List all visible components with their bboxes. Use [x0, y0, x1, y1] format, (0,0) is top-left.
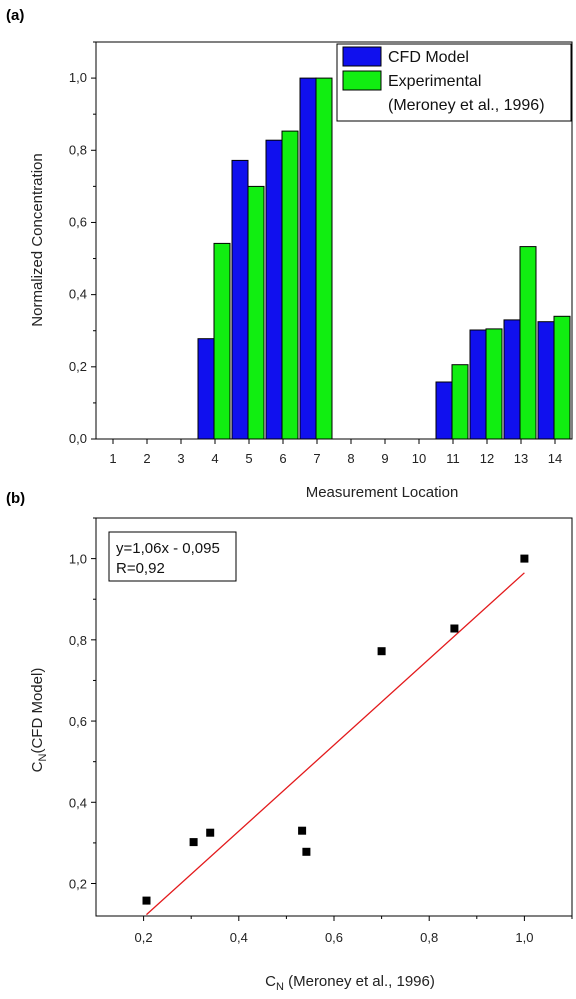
scatter-x-axis: 0,2 0,4 0,6 0,8 1,0	[135, 916, 573, 945]
y-tick-label: 0,6	[69, 714, 87, 729]
fit-line	[146, 572, 525, 916]
bar-chart-panel: (a) 0,00,20,40,60,81,0 1 2 3 4 5 6 7 8 9 10 11 12 13…	[6, 7, 573, 501]
bar-plot-frame	[95, 41, 573, 440]
y-tick-label: 1,0	[69, 70, 87, 85]
bar-exp-5	[247, 185, 265, 440]
bar-cfd-7	[299, 77, 317, 440]
y-tick-label: 0,4	[69, 287, 87, 302]
bar-x-axis-label: Measurement Location	[306, 484, 459, 501]
bar-exp-7	[315, 77, 333, 440]
y-tick-label: 1,0	[69, 552, 87, 567]
bar-exp-4	[213, 242, 231, 440]
x-tick-label: 5	[245, 451, 252, 466]
y-tick-label: 0,6	[69, 214, 87, 229]
x-tick-label: 3	[177, 451, 184, 466]
bar-x-axis: 1 2 3 4 5 6 7 8 9 10 11 12 13 14	[109, 439, 562, 466]
scatter-point	[377, 647, 386, 656]
x-tick-label: 0,6	[325, 930, 343, 945]
x-tick-label: 12	[480, 451, 494, 466]
bar-cfd-12	[469, 329, 487, 440]
bar-exp-14	[553, 315, 571, 440]
x-tick-label: 0,4	[230, 930, 248, 945]
panel-label-a: (a)	[6, 7, 24, 24]
fit-r-value: R=0,92	[116, 560, 165, 577]
x-tick-label: 11	[446, 451, 460, 466]
scatter-chart-panel: (b) 0,2 0,4 0,6 0,8 1,0 0,2 0,4 0,6 0,8 1,0 y=1,…	[6, 490, 573, 993]
bar-series-group	[197, 77, 571, 440]
legend-swatch-experimental	[342, 70, 382, 91]
x-tick-label: 10	[412, 451, 426, 466]
scatter-x-axis-label: CN (Meroney et al., 1996)	[265, 973, 435, 993]
bar-exp-6	[281, 130, 299, 440]
x-tick-label: 14	[548, 451, 562, 466]
y-tick-label: 0,8	[69, 633, 87, 648]
fit-annotation: y=1,06x - 0,095 R=0,92	[108, 531, 237, 582]
bar-cfd-11	[435, 381, 453, 440]
bar-y-axis: 0,0 0,2 0,4 0,6 0,8 1,0	[69, 41, 96, 446]
x-tick-label: 0,2	[135, 930, 153, 945]
x-tick-label: 13	[514, 451, 528, 466]
x-tick-label: 2	[143, 451, 150, 466]
x-tick-label: 0,8	[420, 930, 438, 945]
scatter-point	[206, 828, 215, 837]
bar-exp-11	[451, 364, 469, 440]
scatter-y-axis-label: CN(CFD Model)	[29, 668, 49, 773]
bar-cfd-14	[537, 321, 555, 440]
bar-legend: CFD Model Experimental (Meroney et al., …	[336, 43, 572, 122]
panel-label-b: (b)	[6, 490, 25, 507]
x-tick-label: 6	[279, 451, 286, 466]
bar-cfd-13	[503, 319, 521, 440]
scatter-point	[189, 838, 198, 847]
y-tick-label: 0,4	[69, 795, 87, 810]
y-tick-label: 0,2	[69, 877, 87, 892]
y-tick-label: 0,8	[69, 142, 87, 157]
x-tick-label: 7	[313, 451, 320, 466]
legend-label-experimental: Experimental	[388, 73, 481, 90]
bar-exp-12	[485, 328, 503, 440]
x-tick-label: 9	[381, 451, 388, 466]
bar-cfd-4	[197, 338, 215, 440]
legend-note: (Meroney et al., 1996)	[388, 97, 545, 114]
x-tick-label: 4	[211, 451, 218, 466]
y-tick-label: 0,2	[69, 359, 87, 374]
scatter-point	[450, 624, 459, 633]
scatter-point	[302, 847, 311, 856]
y-tick-label: 0,0	[69, 431, 87, 446]
fit-equation: y=1,06x - 0,095	[116, 540, 220, 557]
legend-swatch-cfd	[342, 46, 382, 67]
scatter-point	[142, 896, 151, 905]
scatter-points	[142, 554, 529, 905]
bar-y-axis-label: Normalized Concentration	[29, 153, 46, 326]
bar-exp-13	[519, 246, 537, 440]
scatter-y-axis: 0,2 0,4 0,6 0,8 1,0	[69, 517, 96, 892]
x-tick-label: 1	[109, 451, 116, 466]
scatter-point	[520, 554, 529, 563]
legend-label-cfd: CFD Model	[388, 49, 469, 66]
scatter-point	[298, 826, 307, 835]
annotation-box	[108, 531, 237, 582]
bar-cfd-5	[231, 159, 249, 440]
bar-cfd-6	[265, 139, 283, 440]
x-tick-label: 1,0	[515, 930, 533, 945]
x-tick-label: 8	[347, 451, 354, 466]
